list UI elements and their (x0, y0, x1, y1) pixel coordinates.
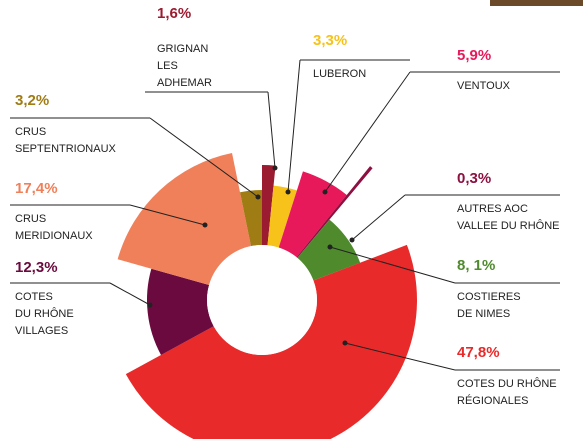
leader-dot (322, 189, 328, 195)
category-label: GRIGNAN (157, 43, 208, 55)
value-label: 1,6% (157, 5, 191, 22)
leader-dot (349, 237, 355, 243)
donut-hole (207, 245, 317, 355)
category-label: COTES DU RHÔNE (457, 377, 557, 390)
value-label: 0,3% (457, 170, 491, 187)
leader-line (149, 117, 259, 198)
leader-dot (202, 222, 208, 228)
value-label: 47,8% (457, 344, 500, 361)
category-label: MERIDIONAUX (15, 230, 93, 242)
category-label: SEPTENTRIONAUX (15, 143, 117, 155)
category-label: LES (157, 60, 178, 72)
slice (240, 189, 262, 247)
value-label: 17,4% (15, 180, 58, 197)
category-label: VILLAGES (15, 325, 68, 337)
value-label: 5,9% (457, 47, 491, 64)
slice (267, 185, 297, 248)
slice (146, 268, 214, 355)
category-label: DU RHÔNE (15, 307, 74, 320)
leader-dot (342, 340, 348, 346)
value-label: 8, 1% (457, 257, 495, 274)
leader-dot (285, 189, 291, 195)
slice (262, 165, 276, 246)
leader-dot (147, 302, 153, 308)
value-label: 3,2% (15, 92, 49, 109)
leader-dot (255, 194, 261, 200)
leader-line (324, 71, 411, 193)
leader-line (109, 282, 151, 306)
slice (278, 171, 347, 258)
category-label: VENTOUX (457, 80, 511, 92)
photo-fragment (490, 0, 583, 6)
slice (125, 244, 417, 439)
value-label: 12,3% (15, 259, 58, 276)
leader-line (129, 204, 206, 226)
category-label: CRUS (15, 213, 46, 225)
leader-line (344, 342, 456, 371)
leader-line (351, 194, 406, 241)
slice (296, 166, 373, 258)
category-label: VALLEE DU RHÔNE (457, 219, 560, 232)
category-label: DE NIMES (457, 308, 510, 320)
category-label: COSTIERES (457, 291, 521, 303)
leader-dot (327, 244, 333, 250)
leader-line (267, 91, 276, 169)
leader-dot (272, 165, 278, 171)
value-label: 3,3% (313, 32, 347, 49)
category-label: CRUS (15, 126, 46, 138)
category-label: ADHEMAR (157, 77, 212, 89)
category-label: COTES (15, 291, 53, 303)
leader-line (287, 59, 301, 193)
slice (297, 219, 361, 281)
leader-line (329, 246, 456, 284)
category-label: LUBERON (313, 68, 366, 80)
category-label: RÉGIONALES (457, 394, 529, 407)
category-label: AUTRES AOC (457, 203, 528, 215)
